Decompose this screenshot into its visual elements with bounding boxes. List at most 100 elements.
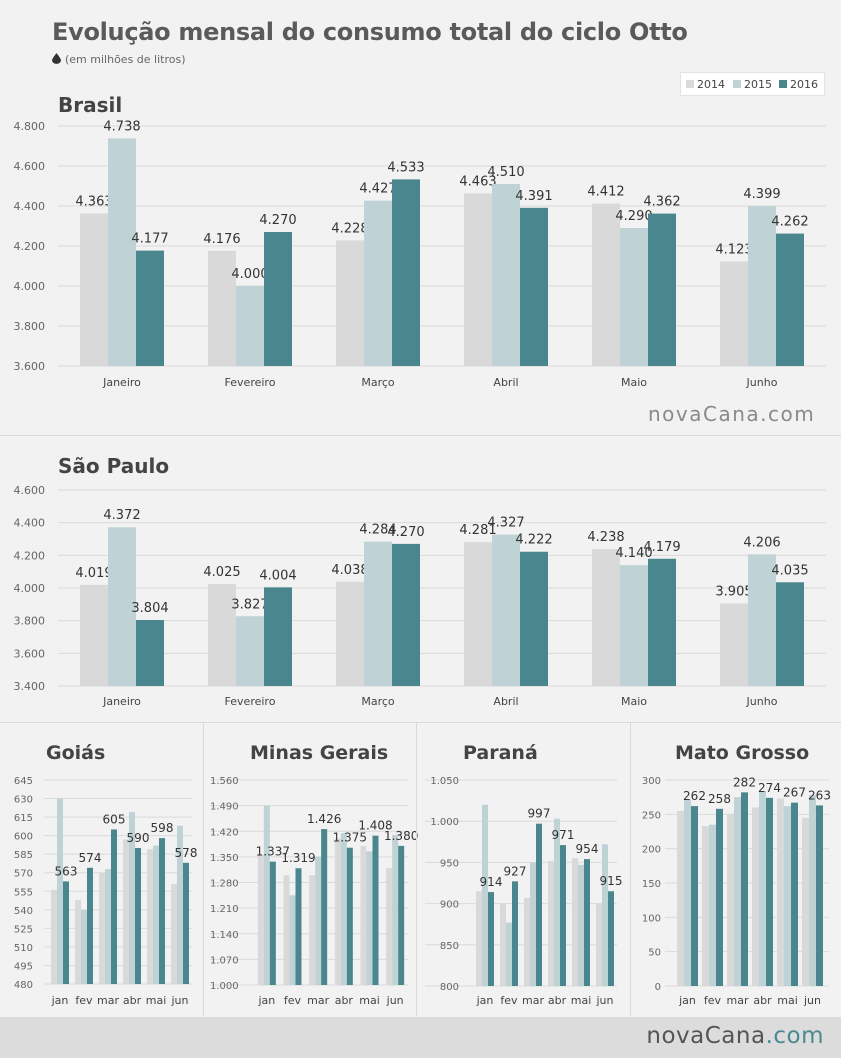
legend-label-2015: 2015 — [744, 78, 772, 91]
bar-2014-fev — [500, 903, 506, 986]
legend-swatch-2016 — [779, 80, 787, 88]
data-label: 915 — [600, 874, 623, 888]
x-category-label: abr — [335, 994, 354, 1007]
data-label: 4.399 — [743, 187, 780, 202]
bar-2016-Fevereiro — [264, 587, 292, 686]
bar-2014-jan — [257, 855, 264, 985]
bar-2016-jan — [269, 861, 276, 985]
bar-2015-Abril — [492, 184, 520, 366]
x-category-label: Fevereiro — [225, 695, 276, 708]
chart-title: Goiás — [46, 742, 105, 764]
bar-2015-mar — [530, 862, 536, 986]
bar-2016-mai — [791, 802, 798, 986]
data-label: 4.262 — [771, 215, 808, 230]
bar-2016-jun — [816, 805, 823, 986]
bar-2016-fev — [87, 867, 93, 984]
bar-2016-Junho — [776, 233, 804, 366]
data-label: 4.004 — [259, 568, 296, 583]
panel-divider — [630, 723, 631, 1016]
novacana-logo: novaCana.com — [648, 402, 816, 426]
data-label: 4.533 — [387, 160, 424, 175]
data-label: 1.319 — [281, 851, 315, 865]
x-category-label: Janeiro — [102, 695, 141, 708]
x-category-label: jun — [386, 994, 404, 1007]
x-category-label: Maio — [621, 695, 647, 708]
y-tick-label: 630 — [14, 795, 33, 806]
x-category-label: Abril — [493, 376, 518, 389]
data-label: 997 — [528, 807, 551, 821]
y-tick-label: 250 — [642, 810, 661, 821]
bar-2014-fev — [702, 826, 709, 986]
bar-2015-fev — [709, 824, 716, 986]
data-label: 563 — [55, 864, 78, 878]
chart-sao-paulo: São Paulo 3.400 3.600 3.800 4.000 4.200 4.400 4… — [14, 454, 826, 708]
y-tick-label: 4.200 — [14, 549, 46, 562]
bar-2014-mai — [147, 849, 153, 984]
chart-minas-gerais: Minas Gerais 1.000 1.070 1.140 1.210 1.280 1.3… — [210, 742, 418, 1007]
y-tick-label: 510 — [14, 943, 33, 954]
bar-2015-jun — [177, 825, 183, 984]
footer-logo-tld: .com — [765, 1023, 824, 1049]
data-label: 4.362 — [643, 195, 680, 210]
data-label: 590 — [127, 831, 150, 845]
bar-2015-Janeiro — [108, 138, 136, 366]
x-category-label: Março — [361, 376, 395, 389]
data-label: 4.035 — [771, 563, 808, 578]
y-tick-label: 4.000 — [14, 280, 46, 293]
x-category-label: Junho — [746, 376, 778, 389]
x-category-label: Março — [361, 695, 395, 708]
y-tick-label: 3.400 — [14, 680, 46, 693]
x-category-label: Abril — [493, 695, 518, 708]
chart-title: São Paulo — [58, 454, 169, 478]
y-tick-label: 850 — [440, 941, 459, 952]
data-label: 954 — [576, 842, 599, 856]
data-label: 4.427 — [359, 182, 396, 197]
data-label: 4.270 — [259, 213, 296, 228]
bar-2014-Março — [336, 240, 364, 366]
x-category-label: mar — [97, 994, 119, 1007]
bar-2015-jan — [57, 798, 63, 984]
panel-divider — [203, 723, 204, 1016]
data-label: 4.363 — [75, 194, 112, 209]
x-category-label: abr — [548, 994, 567, 1007]
bar-2016-jun — [608, 891, 614, 986]
x-category-label: mai — [571, 994, 592, 1007]
bar-2016-fev — [295, 868, 302, 985]
data-label: 4.206 — [743, 535, 780, 550]
bar-2016-Fevereiro — [264, 232, 292, 366]
data-label: 282 — [733, 775, 756, 789]
bar-2014-abr — [123, 839, 129, 984]
data-label: 574 — [79, 851, 102, 865]
bar-2014-mar — [524, 897, 530, 986]
x-category-label: jun — [803, 994, 821, 1007]
y-tick-label: 800 — [440, 982, 459, 993]
bar-2016-jun — [398, 845, 405, 985]
data-label: 605 — [103, 812, 126, 826]
bar-2014-Junho — [720, 261, 748, 366]
footer-logo-main: novaCana — [646, 1023, 766, 1049]
x-category-label: jan — [51, 994, 69, 1007]
bar-2015-mai — [784, 806, 791, 986]
bar-2015-Maio — [620, 228, 648, 366]
bar-2015-fev — [506, 922, 512, 986]
bar-2016-Março — [392, 543, 420, 686]
data-label: 4.412 — [587, 185, 624, 200]
x-category-label: jun — [596, 994, 614, 1007]
bar-2014-mai — [572, 858, 578, 986]
y-tick-label: 1.490 — [210, 802, 239, 813]
bar-2016-fev — [716, 808, 723, 986]
legend-item-2016: 2016 — [779, 78, 818, 91]
data-label: 263 — [808, 788, 831, 802]
y-tick-label: 1.000 — [430, 817, 459, 828]
bar-2014-Maio — [592, 549, 620, 686]
y-tick-label: 3.800 — [14, 320, 46, 333]
bar-2014-Abril — [464, 542, 492, 686]
legend-label-2016: 2016 — [790, 78, 818, 91]
data-label: 1.337 — [256, 845, 290, 859]
bar-2015-mar — [105, 869, 111, 984]
y-tick-label: 4.200 — [14, 240, 46, 253]
bar-2015-abr — [129, 812, 135, 984]
data-label: 598 — [151, 821, 174, 835]
x-category-label: Fevereiro — [225, 376, 276, 389]
section-divider — [0, 435, 841, 436]
